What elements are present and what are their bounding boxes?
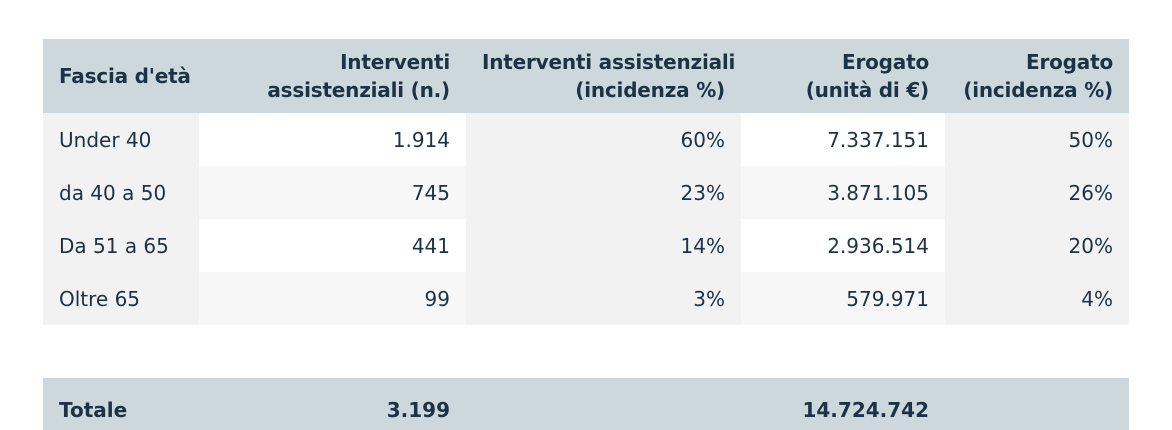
header-line: Interventi <box>340 50 450 74</box>
header-line: (incidenza %) <box>575 78 725 102</box>
table-row: da 40 a 50 745 23% 3.871.105 26% <box>43 166 1129 219</box>
cell-erogato-eur: 7.337.151 <box>741 113 945 166</box>
cell-fascia: Under 40 <box>43 113 199 166</box>
total-erogato-pct <box>945 378 1129 430</box>
cell-erogato-eur: 2.936.514 <box>741 219 945 272</box>
cell-erogato-eur: 3.871.105 <box>741 166 945 219</box>
cell-interventi-n: 745 <box>199 166 466 219</box>
cell-interventi-pct: 60% <box>466 113 741 166</box>
header-line: Erogato <box>1026 50 1113 74</box>
cell-fascia: Da 51 a 65 <box>43 219 199 272</box>
table-spacer <box>43 325 1129 378</box>
cell-fascia: da 40 a 50 <box>43 166 199 219</box>
total-interventi-pct <box>466 378 741 430</box>
table-header-row: Fascia d'età Interventi assistenziali (n… <box>43 39 1129 113</box>
header-line: (incidenza %) <box>963 78 1113 102</box>
header-line: Interventi assistenziali <box>482 50 736 74</box>
table-row: Under 40 1.914 60% 7.337.151 50% <box>43 113 1129 166</box>
header-erogato-eur: Erogato (unità di €) <box>741 39 945 113</box>
cell-interventi-pct: 3% <box>466 272 741 325</box>
header-interventi-pct: Interventi assistenziali (incidenza %) <box>466 39 741 113</box>
total-label: Totale <box>59 398 128 422</box>
header-line: Erogato <box>842 50 929 74</box>
cell-erogato-pct: 26% <box>945 166 1129 219</box>
age-band-table: Fascia d'età Interventi assistenziali (n… <box>43 39 1129 430</box>
cell-interventi-n: 99 <box>199 272 466 325</box>
header-line: assistenziali (n.) <box>267 78 450 102</box>
header-erogato-pct: Erogato (incidenza %) <box>945 39 1129 113</box>
cell-interventi-n: 1.914 <box>199 113 466 166</box>
cell-erogato-pct: 4% <box>945 272 1129 325</box>
total-erogato-eur: 14.724.742 <box>802 398 929 422</box>
total-row: Totale 3.199 14.724.742 <box>43 378 1129 430</box>
cell-fascia: Oltre 65 <box>43 272 199 325</box>
spacer-cell <box>43 325 1129 378</box>
header-line: Fascia d'età <box>59 64 191 88</box>
header-interventi-n: Interventi assistenziali (n.) <box>199 39 466 113</box>
cell-erogato-pct: 50% <box>945 113 1129 166</box>
header-line: (unità di €) <box>805 78 929 102</box>
total-interventi-n: 3.199 <box>386 398 450 422</box>
cell-erogato-eur: 579.971 <box>741 272 945 325</box>
header-fascia-eta: Fascia d'età <box>43 39 199 113</box>
table-row: Da 51 a 65 441 14% 2.936.514 20% <box>43 219 1129 272</box>
cell-interventi-pct: 23% <box>466 166 741 219</box>
cell-erogato-pct: 20% <box>945 219 1129 272</box>
cell-interventi-pct: 14% <box>466 219 741 272</box>
table-row: Oltre 65 99 3% 579.971 4% <box>43 272 1129 325</box>
cell-interventi-n: 441 <box>199 219 466 272</box>
